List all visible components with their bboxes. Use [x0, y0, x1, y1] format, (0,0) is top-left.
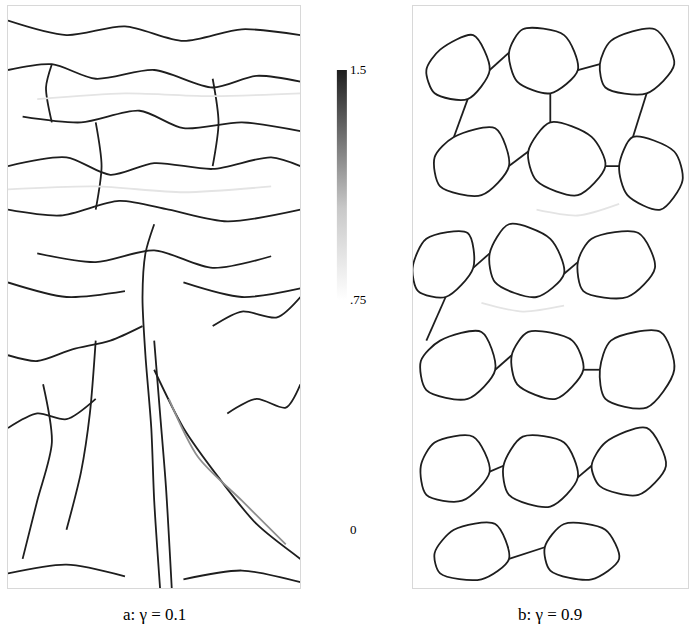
- svg-text:1.5: 1.5: [350, 62, 366, 77]
- svg-text:.75: .75: [350, 292, 366, 307]
- svg-text:0: 0: [350, 522, 357, 537]
- svg-text:b: γ = 0.9: b: γ = 0.9: [518, 605, 582, 624]
- svg-text:a: γ = 0.1: a: γ = 0.1: [123, 605, 186, 624]
